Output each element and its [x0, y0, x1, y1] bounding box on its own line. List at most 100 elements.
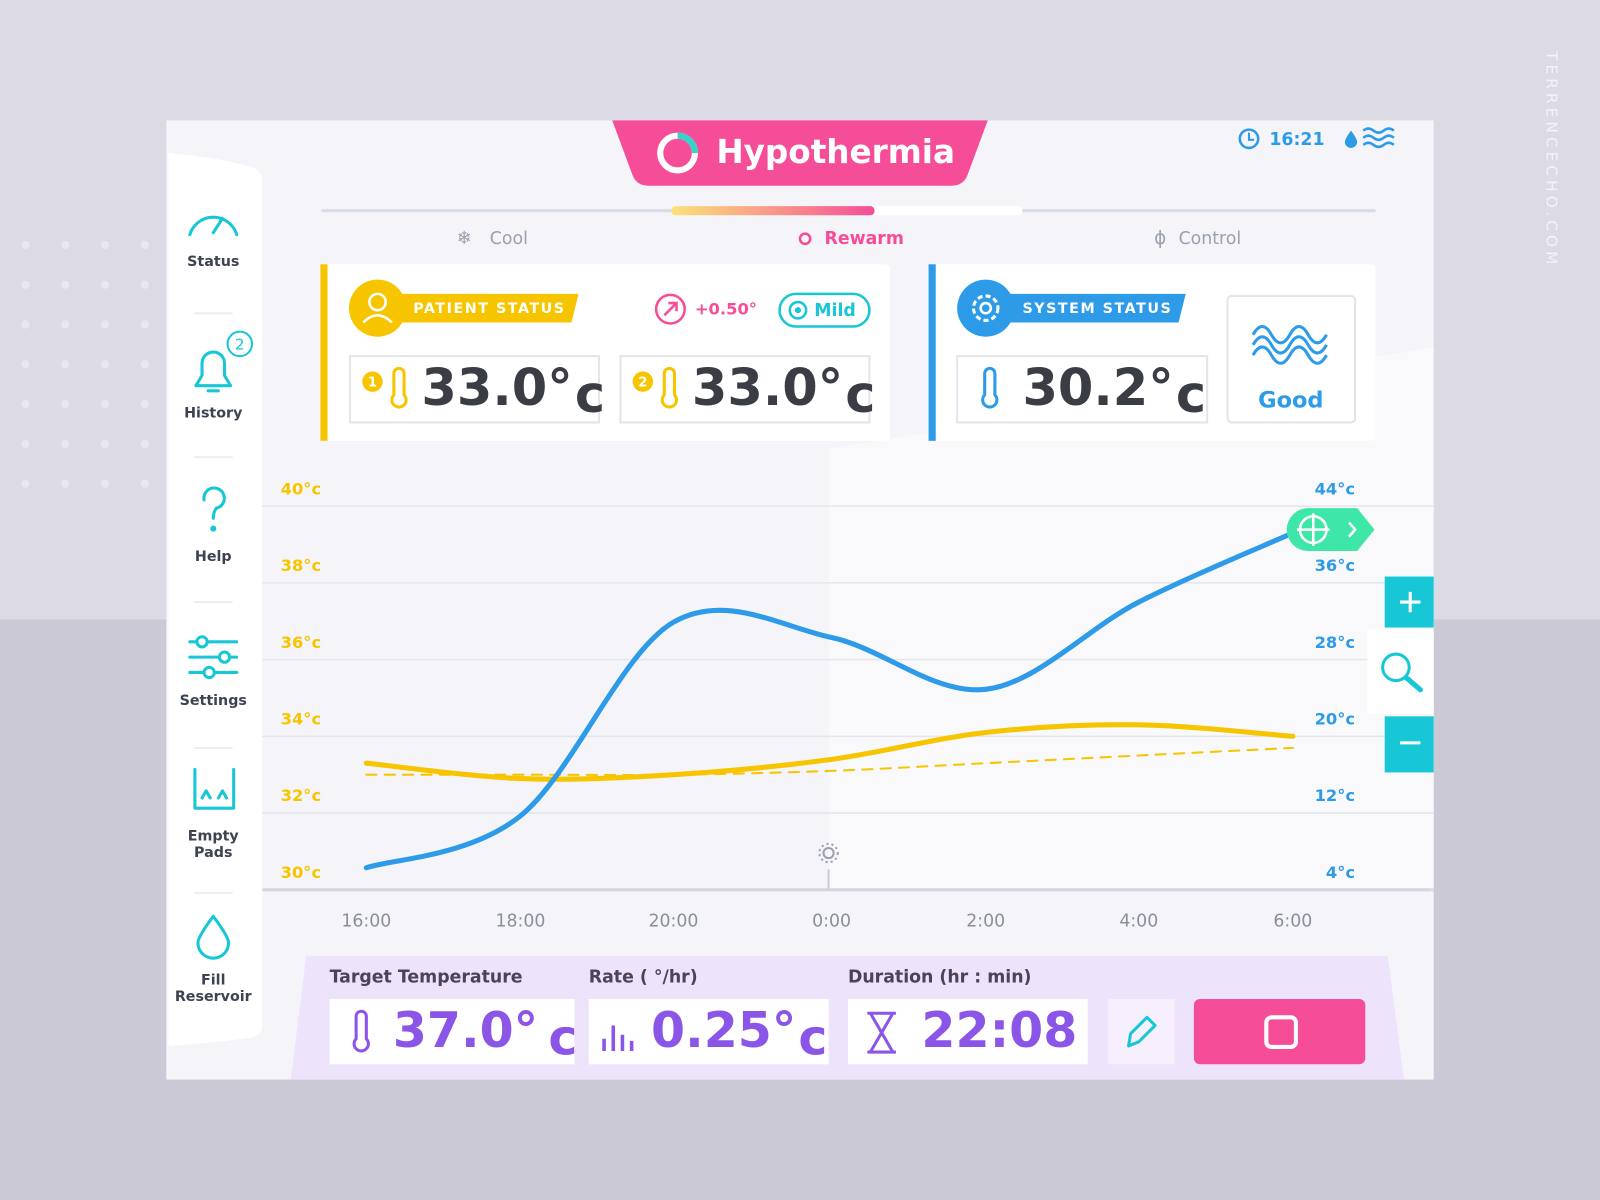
y2-tick-label: 4°c: [1326, 863, 1355, 882]
thermo-icon: [981, 366, 999, 409]
phase: Cool: [490, 229, 528, 249]
control-label: Duration (hr : min): [848, 968, 1032, 988]
x-tick-label: 0:00: [812, 911, 851, 931]
target-marker[interactable]: [1286, 508, 1375, 552]
nav-label[interactable]: Empty: [188, 829, 240, 845]
readout-box: [956, 355, 1209, 424]
temperature: 33.0°: [421, 359, 572, 418]
control-label: Target Temperature: [330, 968, 523, 988]
nav-label[interactable]: Status: [187, 254, 239, 270]
state: Good: [1258, 388, 1323, 414]
y-tick-label: 38°c: [281, 556, 322, 575]
card-accent: [928, 264, 936, 441]
card-title: PATIENT STATUS: [413, 301, 565, 317]
sensor-number: 1: [368, 376, 377, 391]
patient-icon: [348, 279, 407, 337]
rate-icon: [654, 293, 686, 325]
x-tick-label: 20:00: [649, 911, 699, 931]
stop-button[interactable]: [1193, 998, 1366, 1065]
stop-icon: [1264, 1015, 1298, 1049]
target-icon: [1296, 513, 1357, 546]
card-banner: [377, 293, 579, 323]
sun-icon: [798, 232, 812, 246]
dots: [21, 240, 149, 488]
x-tick-label: 6:00: [1273, 911, 1312, 931]
control-value: 0.25°: [651, 1002, 796, 1059]
x-tick-label: 18:00: [495, 911, 545, 931]
temperature-unit: c: [1176, 366, 1206, 425]
rate-icon: [602, 1025, 634, 1052]
zoom-search[interactable]: [1367, 629, 1434, 715]
control-value: 37.0°: [393, 1002, 538, 1059]
gear-icon: [971, 294, 1000, 322]
temperature: 33.0°: [692, 359, 843, 418]
panel-shade: [828, 346, 1434, 890]
nav-label[interactable]: Reservoir: [175, 989, 252, 1005]
nav-label[interactable]: Settings: [180, 693, 247, 709]
level-icon: [794, 307, 802, 314]
phi-icon: ɸ: [1154, 228, 1166, 249]
phase: Rewarm: [824, 229, 903, 249]
control-unit: c: [798, 1009, 827, 1066]
y2-tick-label: 36°c: [1315, 556, 1356, 575]
mode-icon: [677, 132, 698, 154]
search-icon: [1381, 652, 1411, 683]
y2-tick-label: 44°c: [1315, 479, 1356, 498]
sensor-badge: [362, 371, 383, 392]
x-tick-label: 2:00: [966, 911, 1005, 931]
chart: 30°c 32°c 34°c 36°c 38°c 40°c 4°c 12°c 20°c 28°c 3…: [262, 479, 1434, 931]
gear-icon: [957, 279, 1015, 337]
sensor-number: 2: [638, 376, 647, 391]
clock-icon: [1238, 128, 1260, 150]
control-label: Rate ( °/hr): [589, 968, 698, 988]
y-tick-label: 34°c: [281, 709, 322, 728]
header-title: Hypothermia: [716, 133, 955, 171]
edit-button[interactable]: [1108, 998, 1175, 1065]
edit-icon: [1127, 1015, 1157, 1048]
level-icon: [788, 300, 808, 320]
sidebar: [168, 153, 263, 1046]
y-tick-label: 40°c: [281, 479, 322, 498]
level: Mild: [814, 301, 856, 321]
control-value: 22:08: [921, 1002, 1077, 1059]
wave-icon: [1251, 325, 1328, 365]
series-line: [365, 746, 1294, 776]
temperature: 30.2°: [1022, 359, 1173, 418]
control-box[interactable]: [588, 998, 829, 1065]
thermo-icon: [352, 1009, 370, 1053]
clock-icon: [1247, 132, 1255, 141]
y2-tick-label: 28°c: [1315, 633, 1356, 652]
sensor-badge: [632, 371, 654, 392]
y-tick-label: 30°c: [281, 863, 322, 882]
readout-box: [619, 355, 871, 424]
y2-tick-label: 12°c: [1315, 786, 1356, 805]
control-unit: c: [548, 1009, 577, 1066]
readout-box: [348, 355, 600, 424]
snow-icon: ❄: [457, 228, 472, 249]
badge-count: 2: [235, 335, 245, 353]
rate: +0.50°: [695, 300, 757, 319]
y2-tick-label: 20°c: [1315, 709, 1356, 728]
patient-icon: [368, 292, 387, 312]
y-tick-label: 32°c: [281, 786, 322, 805]
search-icon: [1403, 675, 1423, 693]
sun-icon: [822, 846, 835, 860]
card-title: SYSTEM STATUS: [1022, 301, 1172, 317]
water-icon: [1344, 130, 1358, 148]
thermo-icon: [390, 366, 679, 409]
separators: [193, 312, 233, 894]
nav-label[interactable]: History: [184, 405, 243, 421]
watermark: TERRENCECHO.COM: [1543, 50, 1561, 268]
sun-icon: [818, 842, 839, 864]
water-icon: [1362, 127, 1395, 149]
nav-label[interactable]: Pads: [194, 845, 232, 861]
nav-label[interactable]: Fill: [201, 973, 225, 989]
rate-icon: [663, 301, 678, 317]
nav-label[interactable]: Help: [195, 549, 232, 565]
control-box[interactable]: [329, 998, 575, 1065]
badge: [226, 330, 254, 358]
series-line: [363, 530, 1296, 871]
card-accent: [320, 264, 328, 441]
y-tick-label: 36°c: [281, 633, 322, 652]
